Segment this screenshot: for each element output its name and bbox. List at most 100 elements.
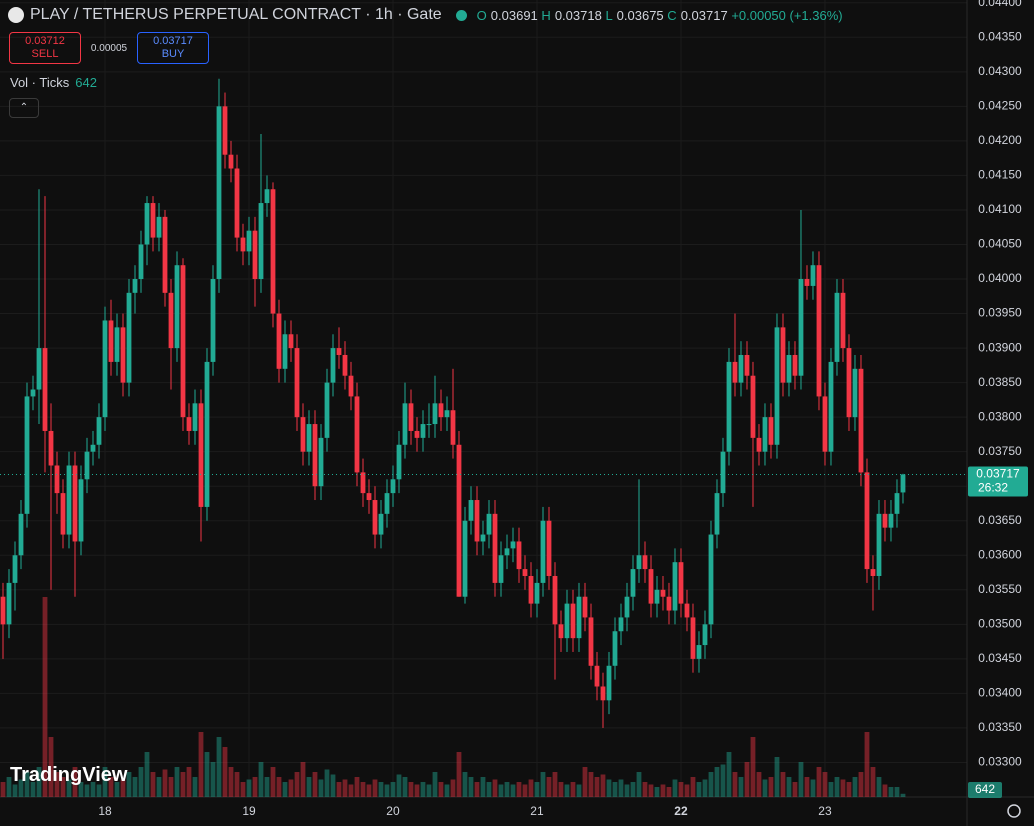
candle-body xyxy=(786,354,792,383)
volume-bar xyxy=(522,784,528,797)
candle-body xyxy=(552,575,558,625)
volume-bar xyxy=(780,772,786,797)
volume-bar xyxy=(198,732,204,797)
volume-tag xyxy=(968,782,1002,798)
volume-bar xyxy=(660,784,666,797)
candle-body xyxy=(780,327,786,383)
candle-body xyxy=(84,451,90,480)
volume-bar xyxy=(30,782,36,797)
y-tick-label: 0.03300 xyxy=(978,755,1022,769)
volume-bar xyxy=(48,737,54,797)
volume-bar xyxy=(456,752,462,797)
volume-bar xyxy=(216,737,222,797)
candle-body xyxy=(246,230,252,252)
candle-body xyxy=(858,368,864,473)
x-tick-label: 19 xyxy=(242,804,256,818)
volume-bar xyxy=(144,752,150,797)
volume-bar xyxy=(336,782,342,797)
volume-bar xyxy=(720,764,726,797)
volume-bar xyxy=(294,772,300,797)
candle-body xyxy=(498,555,504,583)
candle-body xyxy=(282,334,288,369)
candle-body xyxy=(600,686,606,701)
candle-body xyxy=(690,617,696,659)
volume-bar xyxy=(108,777,114,797)
y-tick-label: 0.04250 xyxy=(978,99,1022,113)
candle-body xyxy=(888,513,894,528)
y-tick-label: 0.03550 xyxy=(978,582,1022,596)
volume-bar xyxy=(36,767,42,797)
y-tick-label: 0.04050 xyxy=(978,237,1022,251)
candle-body xyxy=(864,472,870,570)
candle-body xyxy=(60,493,66,535)
candle-body xyxy=(354,396,360,473)
candle-body xyxy=(588,617,594,666)
candle-body xyxy=(240,237,246,252)
candle-body xyxy=(90,444,96,452)
volume-bar xyxy=(24,772,30,797)
candle-body xyxy=(42,348,48,431)
candle-body xyxy=(708,534,714,625)
volume-bar xyxy=(672,779,678,797)
candle-body xyxy=(672,562,678,611)
y-tick-label: 0.03750 xyxy=(978,444,1022,458)
y-tick-label: 0.03900 xyxy=(978,340,1022,354)
candle-body xyxy=(234,168,240,238)
volume-bar xyxy=(348,784,354,797)
candle-body xyxy=(816,265,822,397)
candle-body xyxy=(378,513,384,535)
candle-body xyxy=(474,500,480,542)
volume-bar xyxy=(726,752,732,797)
volume-bar xyxy=(852,777,858,797)
volume-bar xyxy=(894,787,900,797)
symbol-title[interactable]: PLAY / TETHERUS PERPETUAL CONTRACT · 1h … xyxy=(30,6,442,23)
y-tick-label: 0.03650 xyxy=(978,513,1022,527)
y-tick-label: 0.03350 xyxy=(978,720,1022,734)
candle-body xyxy=(366,493,372,501)
legend-change: +0.00050 (+1.36%) xyxy=(731,7,843,23)
volume-bar xyxy=(552,772,558,797)
candle-body xyxy=(30,389,36,397)
settings-icon[interactable] xyxy=(1007,804,1021,818)
volume-bar xyxy=(750,737,756,797)
candle-body xyxy=(804,279,810,286)
trade-panel: 0.03712 SELL 0.00005 0.03717 BUY xyxy=(9,32,209,64)
candle-body xyxy=(642,555,648,570)
volume-bar xyxy=(798,762,804,797)
legend-key: L xyxy=(605,7,613,23)
candle-body xyxy=(702,624,708,646)
candle-body xyxy=(684,603,690,618)
volume-bar xyxy=(870,767,876,797)
volume-bar xyxy=(558,782,564,797)
candle-body xyxy=(432,403,438,425)
x-tick-label: 23 xyxy=(818,804,832,818)
volume-bar xyxy=(714,767,720,797)
collapse-button[interactable]: ⌃ xyxy=(9,98,39,118)
volume-bar xyxy=(408,782,414,797)
volume-bar xyxy=(498,784,504,797)
candle-body xyxy=(288,334,294,349)
candle-body xyxy=(96,417,102,445)
price-tag-label: 0.03717 xyxy=(976,467,1020,481)
buy-button[interactable]: 0.03717 BUY xyxy=(137,32,209,64)
legend-value: 0.03691 xyxy=(490,7,538,23)
volume-bar xyxy=(630,782,636,797)
candle-body xyxy=(450,410,456,445)
sell-button[interactable]: 0.03712 SELL xyxy=(9,32,81,64)
volume-bar xyxy=(804,777,810,797)
volume-bar xyxy=(414,784,420,797)
x-tick-label: 20 xyxy=(386,804,400,818)
candle-body xyxy=(696,645,702,659)
candle-body xyxy=(798,279,804,376)
volume-bar xyxy=(666,787,672,797)
y-tick-label: 0.04300 xyxy=(978,64,1022,78)
candle-body xyxy=(882,513,888,528)
candle-body xyxy=(312,424,318,487)
volume-bar xyxy=(96,784,102,797)
candle-body xyxy=(294,348,300,418)
candle-body xyxy=(270,189,276,314)
volume-bar xyxy=(510,784,516,797)
candle-body xyxy=(258,203,264,280)
candle-body xyxy=(612,631,618,666)
candle-body xyxy=(36,348,42,390)
